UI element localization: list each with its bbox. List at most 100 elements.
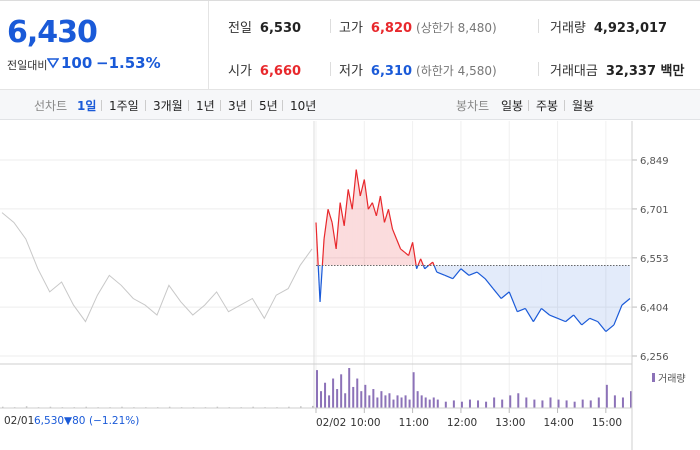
stat-value: 6,820 <box>370 21 413 36</box>
volume-bar <box>320 391 323 408</box>
volume-bar <box>630 391 632 408</box>
fall-fill <box>597 265 606 332</box>
change-label: 전일대비 <box>7 59 48 72</box>
rise-line <box>375 195 381 216</box>
price-box: 6,430 전일대비 100 −1.53% <box>0 1 209 90</box>
period-tab-3y[interactable]: 3년 <box>228 99 247 113</box>
volume-bar <box>525 397 528 408</box>
rise-line <box>315 222 319 266</box>
volume-legend-swatch <box>652 373 655 382</box>
down-triangle-icon <box>47 58 59 69</box>
fall-line <box>424 264 430 270</box>
volume-bar <box>460 401 463 408</box>
divider <box>188 100 189 111</box>
fall-fill <box>541 265 550 316</box>
x-tick-label: 13:00 <box>495 417 525 429</box>
rise-fill <box>360 179 365 266</box>
rise-line <box>331 222 337 250</box>
volume-bar <box>517 393 520 408</box>
volume-bar <box>352 386 355 408</box>
volume-bar <box>288 406 290 408</box>
volume-bar <box>2 406 4 408</box>
candle-tab-daily[interactable]: 일봉 <box>501 99 524 113</box>
fall-line <box>508 291 518 312</box>
rise-fill <box>340 202 345 266</box>
rise-fill <box>404 252 409 266</box>
divider <box>528 100 529 111</box>
volume-bar <box>541 400 544 408</box>
volume-bar <box>428 399 431 408</box>
x-tick-label: 12:00 <box>447 417 477 429</box>
divider <box>251 100 252 111</box>
volume-bar <box>589 400 592 408</box>
candle-chart-title: 봉차트 <box>456 99 490 113</box>
y-tick-label: 6,553 <box>640 254 669 265</box>
stat-label: 고가 <box>339 21 363 36</box>
rise-line <box>432 261 435 266</box>
rise-line <box>351 169 357 210</box>
rise-line <box>428 261 434 266</box>
period-tab-1w[interactable]: 1주일 <box>109 99 139 113</box>
rise-fill <box>400 248 405 266</box>
divider <box>220 100 221 111</box>
volume-bar <box>613 395 616 408</box>
period-tab-10y[interactable]: 10년 <box>290 99 317 113</box>
upper-limit: (상한가 8,480) <box>416 21 497 35</box>
fall-fill <box>581 265 590 325</box>
rise-line <box>327 209 333 223</box>
volume-bar <box>597 397 600 408</box>
divider <box>282 100 283 111</box>
volume-bar <box>493 397 496 408</box>
fall-line <box>517 307 526 313</box>
volume-bar <box>324 382 327 408</box>
rise-fill <box>372 202 377 266</box>
volume-bar <box>356 378 359 408</box>
fall-line <box>468 271 478 276</box>
fall-fill <box>557 265 566 322</box>
candle-tab-weekly[interactable]: 주봉 <box>536 99 559 113</box>
fall-line <box>565 314 575 323</box>
fall-fill <box>525 265 534 322</box>
fall-fill <box>444 265 453 279</box>
volume-bar <box>420 395 423 408</box>
divider <box>330 62 331 76</box>
volume-bar <box>621 397 624 408</box>
fall-line <box>613 304 623 326</box>
rise-fill <box>348 189 353 266</box>
volume-bar <box>49 406 52 408</box>
divider <box>564 100 565 111</box>
rise-line <box>412 242 417 266</box>
volume-bar <box>336 389 339 408</box>
volume-bar <box>485 401 488 408</box>
candle-tab-monthly[interactable]: 월봉 <box>572 99 595 113</box>
prev-day-line <box>1 212 313 323</box>
fall-line <box>444 274 454 280</box>
stat-label: 시가 <box>228 64 252 79</box>
rise-fill <box>408 242 413 266</box>
rise-line <box>363 179 369 210</box>
change-amount: 100 <box>61 54 93 72</box>
volume-bar <box>388 393 391 408</box>
intraday-chart[interactable]: 6,849 6,701 6,553 6,404 6,256 거래량 02/02 10:00… <box>0 121 700 450</box>
volume-bar <box>344 393 347 408</box>
rise-fill <box>352 169 357 266</box>
rise-line <box>420 258 424 266</box>
volume-bar <box>364 384 367 408</box>
period-tab-5y[interactable]: 5년 <box>259 99 278 113</box>
rise-fill <box>380 196 385 266</box>
volume-bar <box>392 399 395 408</box>
volume-bar <box>533 399 536 408</box>
rise-fill <box>324 209 329 266</box>
volume-bar <box>477 400 480 408</box>
volume-bar <box>501 399 504 408</box>
volume-bar <box>85 406 87 408</box>
fall-fill <box>436 265 445 276</box>
rise-line <box>321 238 325 266</box>
prev-day-series-line <box>1 212 313 323</box>
period-tab-1y[interactable]: 1년 <box>196 99 215 113</box>
period-tab-3m[interactable]: 3개월 <box>153 99 183 113</box>
divider <box>538 19 539 33</box>
stat-prev-close: 전일 6,530 <box>228 17 301 36</box>
footer-change: ▼80 <box>64 415 85 427</box>
period-tab-1d[interactable]: 1일 <box>77 99 97 113</box>
